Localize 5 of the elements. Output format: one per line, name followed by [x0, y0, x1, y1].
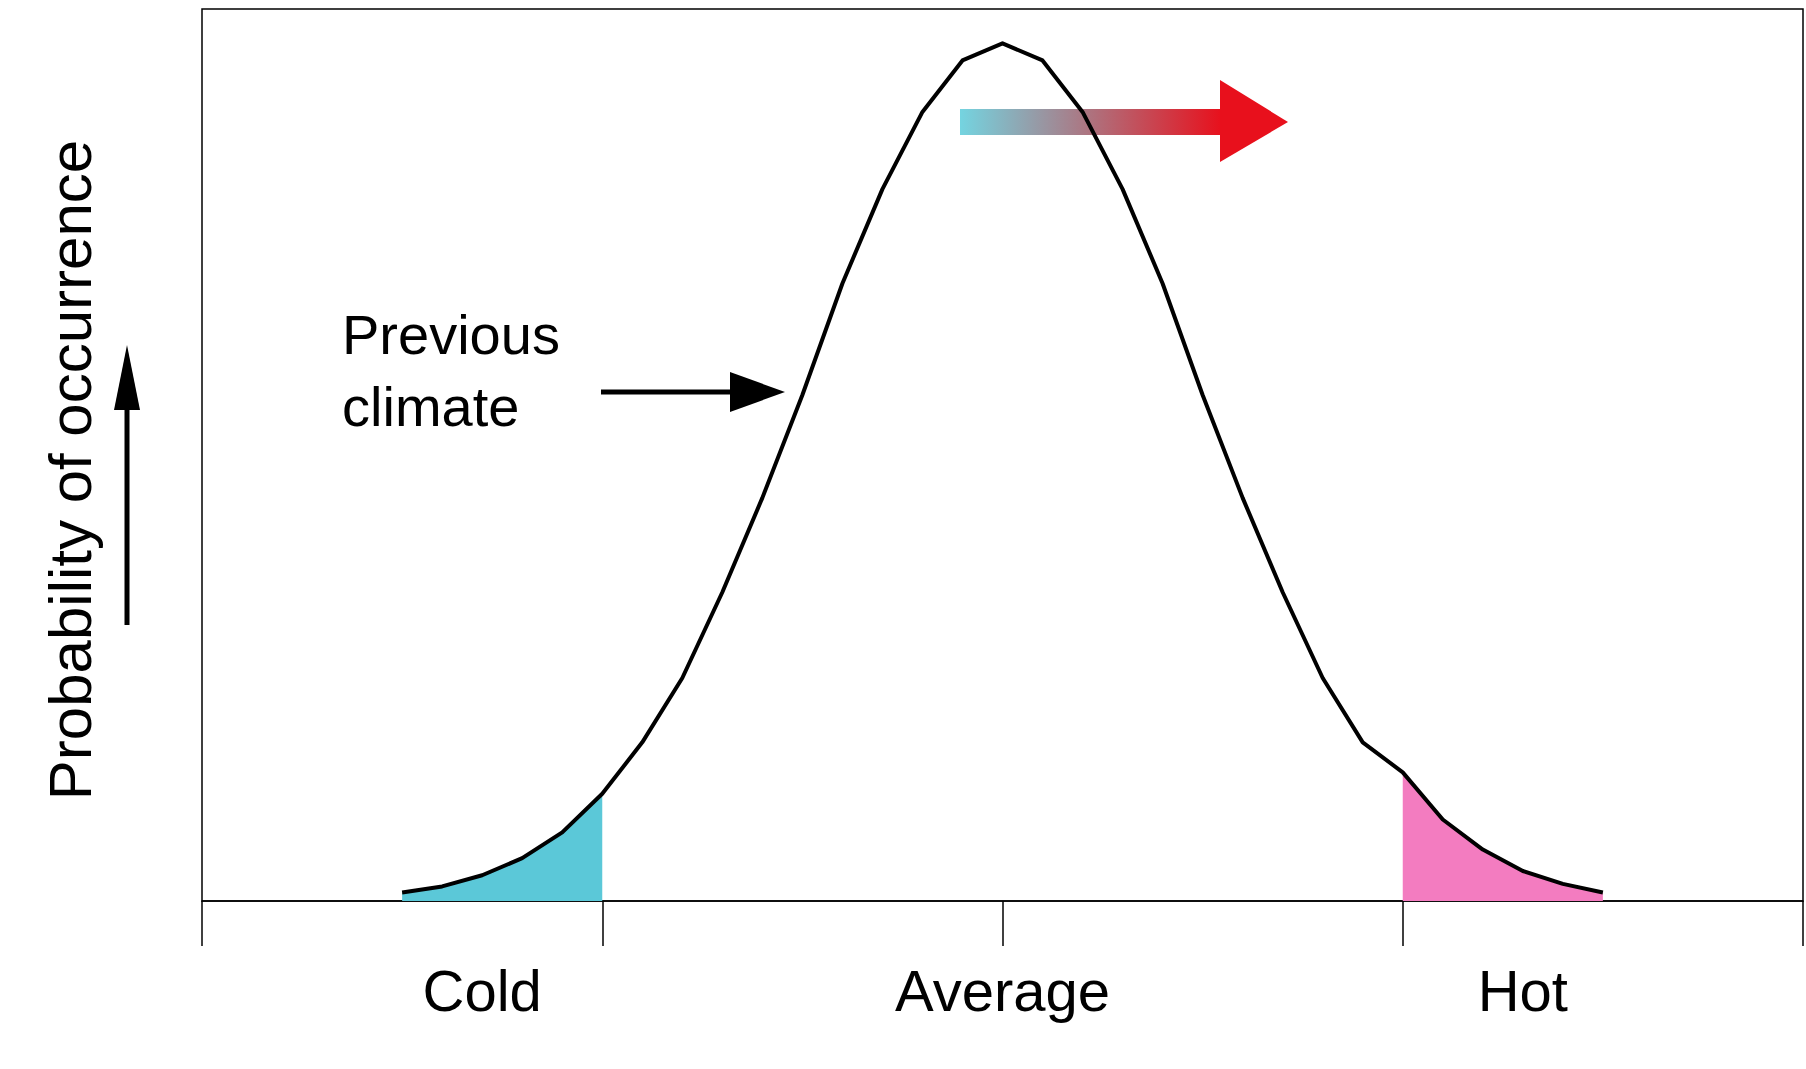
- x-tick-label: Hot: [1477, 957, 1568, 1023]
- y-axis-title: Probability of occurrence: [36, 139, 104, 801]
- annotation: Previous climate: [342, 302, 560, 438]
- x-tick-label: Cold: [422, 957, 542, 1023]
- x-tick-label: Average: [895, 957, 1110, 1023]
